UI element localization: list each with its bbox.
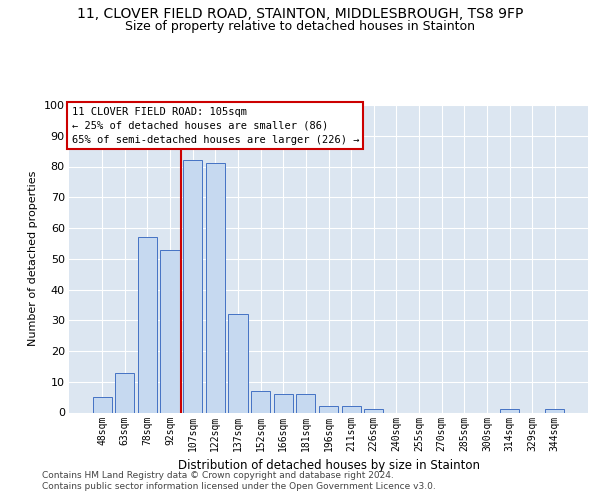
Bar (138, 237, 157, 412)
Bar (229, 314, 248, 412)
X-axis label: Distribution of detached houses by size in Stainton: Distribution of detached houses by size … (178, 459, 479, 472)
Text: Contains public sector information licensed under the Open Government Licence v3: Contains public sector information licen… (42, 482, 436, 491)
Bar (206, 164, 225, 412)
Bar (545, 410, 565, 412)
Bar (500, 410, 519, 412)
Bar (274, 394, 293, 412)
Text: Contains HM Land Registry data © Crown copyright and database right 2024.: Contains HM Land Registry data © Crown c… (42, 471, 394, 480)
Bar (251, 391, 270, 412)
Bar (364, 410, 383, 412)
Text: Size of property relative to detached houses in Stainton: Size of property relative to detached ho… (125, 20, 475, 33)
Text: 11, CLOVER FIELD ROAD, STAINTON, MIDDLESBROUGH, TS8 9FP: 11, CLOVER FIELD ROAD, STAINTON, MIDDLES… (77, 8, 523, 22)
Bar (92, 397, 112, 412)
Bar (160, 250, 180, 412)
Bar (183, 160, 202, 412)
Text: 11 CLOVER FIELD ROAD: 105sqm
← 25% of detached houses are smaller (86)
65% of se: 11 CLOVER FIELD ROAD: 105sqm ← 25% of de… (71, 106, 359, 144)
Bar (341, 406, 361, 412)
Bar (296, 394, 316, 412)
Y-axis label: Number of detached properties: Number of detached properties (28, 171, 38, 346)
Bar (115, 372, 134, 412)
Bar (319, 406, 338, 412)
